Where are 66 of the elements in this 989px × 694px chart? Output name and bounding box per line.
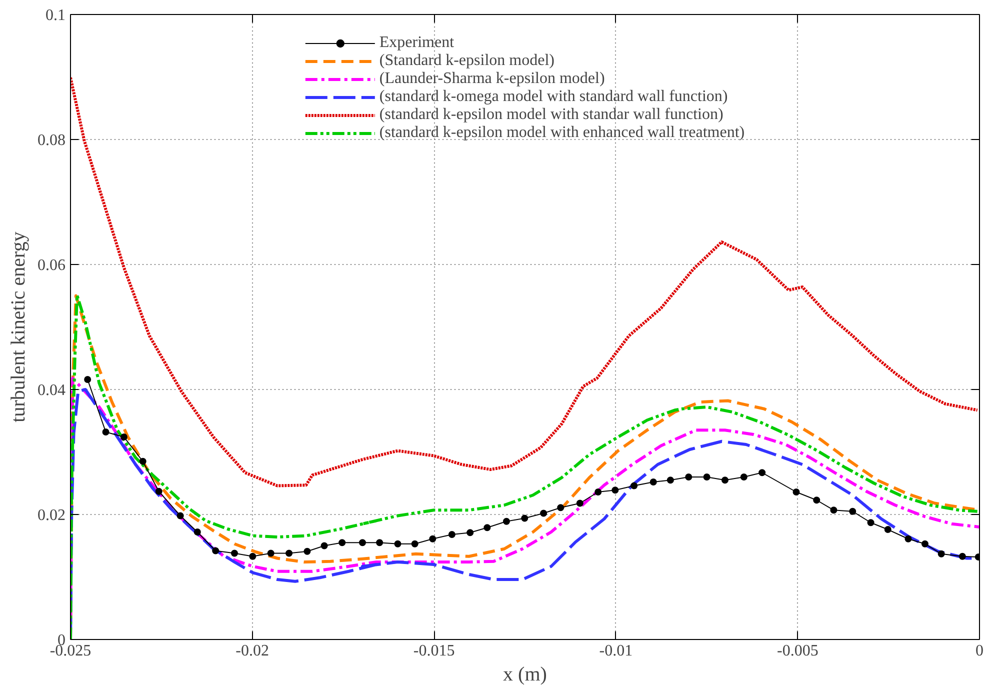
x-tick-label: -0.02	[236, 642, 269, 660]
point	[813, 496, 820, 504]
point	[448, 531, 456, 538]
legend-label: (Standard k-epsilon model)	[379, 52, 554, 70]
point	[267, 550, 274, 557]
point	[740, 474, 748, 480]
point	[429, 535, 436, 542]
point	[576, 500, 584, 507]
point	[176, 512, 184, 520]
point	[758, 469, 766, 476]
point	[557, 504, 564, 512]
point	[484, 524, 491, 532]
point	[304, 548, 311, 555]
point	[830, 506, 838, 514]
legend-label: Experiment	[379, 34, 454, 52]
point	[594, 488, 602, 496]
point	[249, 552, 256, 560]
y-axis-title: turbulent kinetic energy	[8, 232, 30, 422]
point	[376, 539, 384, 546]
point	[212, 547, 220, 554]
point	[194, 528, 201, 536]
legend-label: (standard k-epsilon model with standar wall function)	[379, 106, 724, 124]
point	[120, 434, 128, 440]
point	[921, 540, 928, 548]
point	[938, 550, 945, 558]
point	[338, 539, 346, 546]
point	[630, 482, 638, 490]
point	[685, 474, 692, 480]
legend-label: (standard k-epsilon model with enhanced wall treatment)	[379, 124, 745, 142]
y-tick-label: 0.02	[38, 507, 66, 524]
point	[612, 486, 619, 494]
point	[155, 488, 162, 495]
point	[84, 376, 92, 383]
point	[521, 514, 528, 522]
point	[286, 550, 293, 557]
point	[139, 458, 146, 465]
point	[884, 526, 892, 533]
point	[358, 539, 366, 546]
y-tick-label: 0.04	[38, 382, 66, 399]
legend-label: (standard k-omega model with standard wall function)	[379, 88, 728, 106]
point	[102, 428, 110, 436]
point	[703, 474, 710, 480]
legend-label: (Launder-Sharma k-epsilon model)	[379, 70, 605, 88]
point	[502, 518, 510, 525]
point	[849, 508, 856, 515]
point	[904, 535, 912, 542]
x-tick-label: -0.015	[413, 642, 455, 660]
x-tick-label: -0.005	[777, 642, 818, 660]
point	[721, 476, 728, 484]
point	[792, 488, 800, 496]
point	[666, 476, 674, 484]
point	[394, 540, 402, 548]
x-tick-label: -0.01	[599, 642, 633, 660]
point	[650, 478, 657, 486]
y-tick-label: 0.08	[38, 132, 66, 149]
point	[466, 529, 474, 536]
y-tick-label: 0.06	[38, 257, 66, 274]
point	[867, 519, 874, 526]
y-tick-label: 0.1	[46, 7, 66, 24]
point	[958, 552, 966, 560]
point	[540, 510, 548, 517]
point	[230, 550, 238, 557]
x-axis-title: x (m)	[503, 664, 547, 686]
x-tick-label: 0	[976, 642, 984, 660]
point	[320, 542, 328, 550]
point	[411, 540, 418, 548]
